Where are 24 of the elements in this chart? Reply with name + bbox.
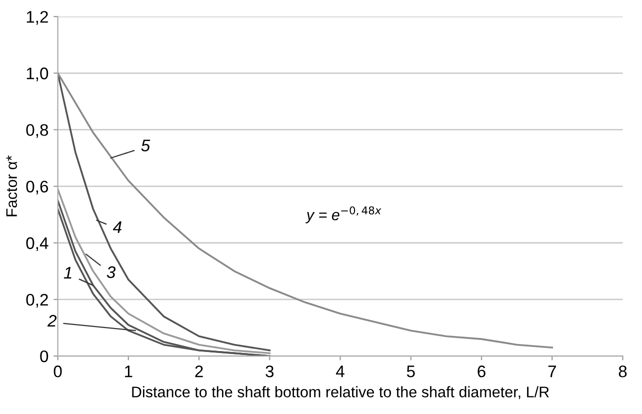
x-tick-label: 3 (266, 366, 274, 378)
y-tick-label: 0,2 (26, 294, 48, 308)
y-tick-label: 1,0 (26, 68, 48, 82)
x-tick-label: 0 (54, 366, 62, 378)
y-tick-label: 0,8 (26, 124, 48, 138)
x-tick-label: 1 (125, 366, 132, 378)
annotation: 4 (112, 221, 122, 233)
annotation: y = e$^{−0,48x}$ (305, 206, 382, 224)
x-tick-label: 6 (478, 366, 486, 378)
y-axis-title: Factor α* (6, 155, 18, 216)
x-tick-label: 4 (336, 366, 344, 378)
y-tick-label: 0,4 (26, 237, 48, 252)
y-tick-label: 0,6 (26, 180, 48, 194)
x-tick-label: 2 (195, 366, 203, 378)
annotation: 5 (141, 140, 150, 152)
annotation: 1 (64, 267, 72, 279)
x-tick-label: 7 (548, 366, 556, 378)
annotation: 3 (106, 266, 116, 278)
x-tick-label: 5 (406, 366, 415, 378)
y-tick-label: 1,2 (26, 10, 48, 25)
x-tick-label: 8 (618, 366, 627, 378)
annotation: 2 (47, 314, 57, 327)
y-tick-label: 0 (40, 350, 48, 362)
x-axis-title: Distance to the shaft bottom relative to the shaft diameter, L/R (132, 386, 549, 400)
